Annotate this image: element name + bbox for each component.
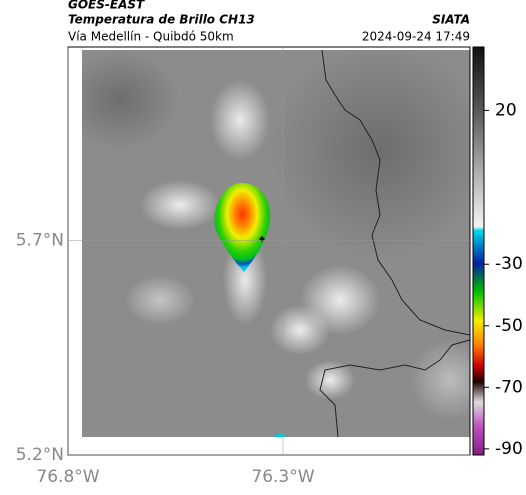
colorbar [472,46,485,456]
colorbar-tick-label: -30 [495,254,523,274]
lat-label: 5.7°N [16,230,64,250]
satellite-image [82,50,470,437]
subtitle: Vía Medellín - Quibdó 50km [68,30,234,44]
colorbar-tick-label: -50 [495,316,523,336]
agency: SIATA [432,13,470,27]
lat-label: 5.2°N [16,445,64,465]
lon-label: 76.8°W [36,467,99,487]
datetime: 2024-09-24 17:49 [362,30,470,44]
colorbar-tick-label: -70 [495,377,523,397]
colorbar-tick-label: -90 [495,439,523,459]
colorbar-tick-label: 20 [495,100,517,120]
title: Temperatura de Brillo CH13 [68,13,255,27]
lon-label: 76.3°W [251,467,314,487]
source: GOES-EAST [68,0,145,12]
